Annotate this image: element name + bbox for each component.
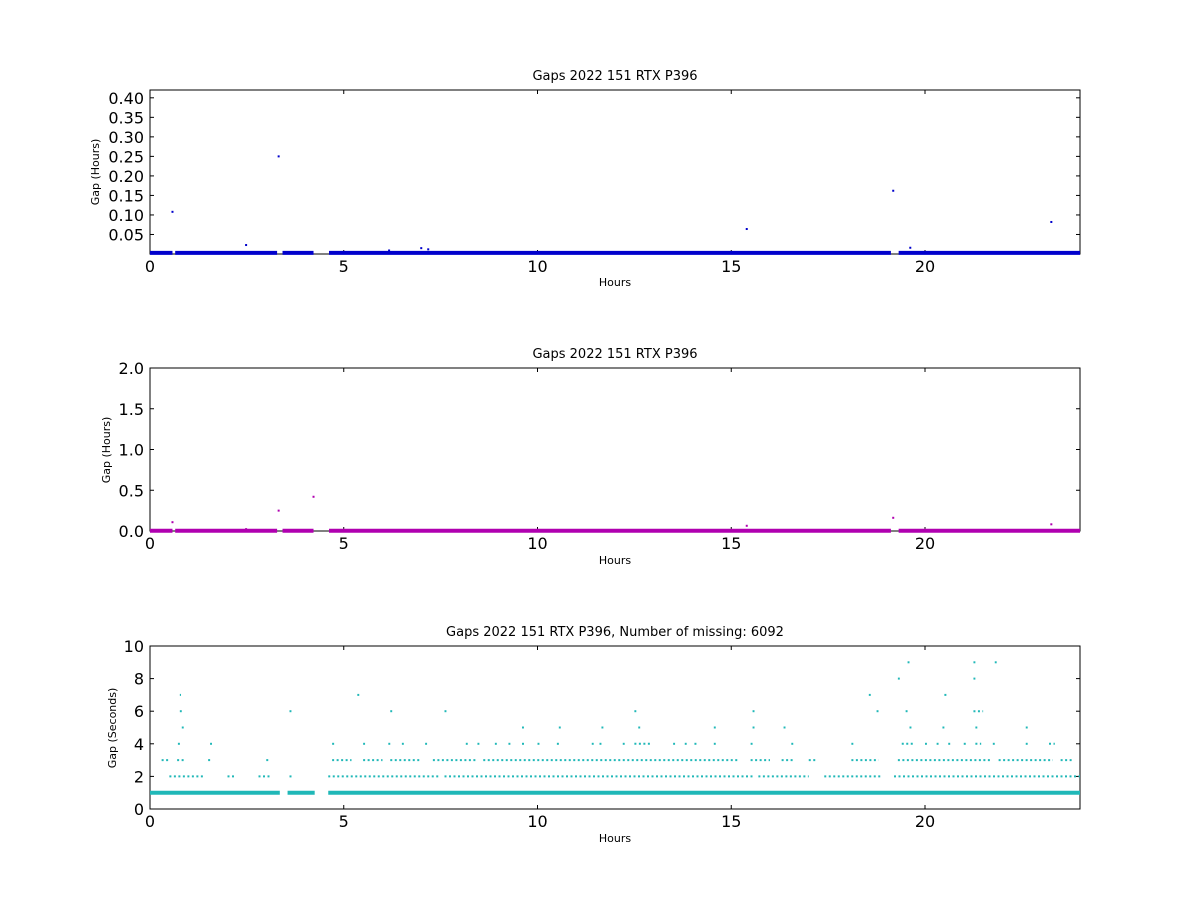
x-tick-label: 10 [527, 257, 547, 276]
panel-1-ticks: 0 5 10 15 20 0.050.100.150.200.250.300.350.40 [108, 89, 1080, 276]
x-tick-label: 5 [339, 257, 349, 276]
data-point [171, 521, 174, 524]
y-tick-label: 0.25 [108, 147, 144, 166]
y-tick-label: 0.05 [108, 225, 144, 244]
panel-1-xlabel: Hours [599, 276, 631, 289]
panel-2-xlabel: Hours [599, 554, 631, 567]
y-tick-label: 1.0 [119, 441, 144, 460]
data-point [909, 246, 912, 249]
axes-frame-3 [149, 645, 1081, 810]
y-tick-label: 0 [134, 800, 144, 819]
data-point [277, 155, 280, 158]
x-tick-label: 20 [915, 257, 935, 276]
panel-1: Gaps 2022 151 RTX P396 Hours Gap (Hours)… [89, 69, 1081, 289]
x-tick-label: 15 [721, 812, 741, 831]
panel-3-ylabel: Gap (Seconds) [106, 688, 119, 769]
x-tick-label: 0 [145, 257, 155, 276]
x-tick-label: 20 [915, 534, 935, 553]
y-tick-label: 4 [134, 735, 144, 754]
x-tick-label: 20 [915, 812, 935, 831]
data-point [1050, 220, 1053, 223]
axes-frame-1 [149, 89, 1081, 255]
data-point [745, 228, 748, 231]
panel-1-ylabel: Gap (Hours) [89, 139, 102, 206]
data-point [1050, 523, 1053, 526]
y-tick-label: 0.30 [108, 128, 144, 147]
panel-3: Gaps 2022 151 RTX P396, Number of missin… [106, 625, 1081, 845]
panel-2-ylabel: Gap (Hours) [100, 417, 113, 484]
y-tick-label: 0.15 [108, 186, 144, 205]
data-point [245, 528, 248, 531]
x-tick-label: 15 [721, 257, 741, 276]
data-point [892, 516, 895, 519]
data-point [245, 244, 248, 247]
y-tick-label: 0.40 [108, 89, 144, 108]
y-tick-label: 2.0 [119, 359, 144, 378]
y-tick-label: 2 [134, 767, 144, 786]
panel-1-marks [150, 155, 1080, 255]
axes-frame-2 [149, 367, 1081, 532]
x-tick-label: 10 [527, 534, 547, 553]
data-point [745, 524, 748, 527]
y-tick-label: 0.20 [108, 167, 144, 186]
data-point [312, 495, 315, 498]
y-tick-label: 0.10 [108, 206, 144, 225]
panel-2-title: Gaps 2022 151 RTX P396 [532, 347, 697, 362]
x-tick-label: 10 [527, 812, 547, 831]
data-point [171, 210, 174, 213]
y-tick-label: 8 [134, 670, 144, 689]
panel-1-title: Gaps 2022 151 RTX P396 [532, 69, 697, 84]
y-tick-label: 6 [134, 702, 144, 721]
data-point [427, 248, 430, 251]
y-tick-label: 0.0 [119, 522, 144, 541]
x-tick-label: 0 [145, 534, 155, 553]
panel-2-ticks: 0 5 10 15 20 0.0 0.5 1.0 1.5 2.0 [119, 359, 1080, 553]
x-tick-label: 5 [339, 534, 349, 553]
panel-2: Gaps 2022 151 RTX P396 Hours Gap (Hours)… [100, 347, 1081, 567]
panel-3-marks [150, 661, 1080, 795]
data-point [892, 189, 895, 192]
data-point [388, 249, 391, 252]
data-point [277, 509, 280, 512]
y-tick-label: 1.5 [119, 400, 144, 419]
x-tick-label: 5 [339, 812, 349, 831]
y-tick-label: 0.35 [108, 108, 144, 127]
data-point [420, 247, 423, 250]
x-tick-label: 15 [721, 534, 741, 553]
panel-2-marks [150, 495, 1080, 533]
y-tick-label: 0.5 [119, 481, 144, 500]
panel-3-xlabel: Hours [599, 832, 631, 845]
x-tick-label: 0 [145, 812, 155, 831]
y-tick-label: 10 [124, 637, 144, 656]
panel-3-title: Gaps 2022 151 RTX P396, Number of missin… [446, 625, 784, 640]
panel-3-ticks: 0 5 10 15 20 0 2 4 6 8 10 [124, 637, 1080, 831]
